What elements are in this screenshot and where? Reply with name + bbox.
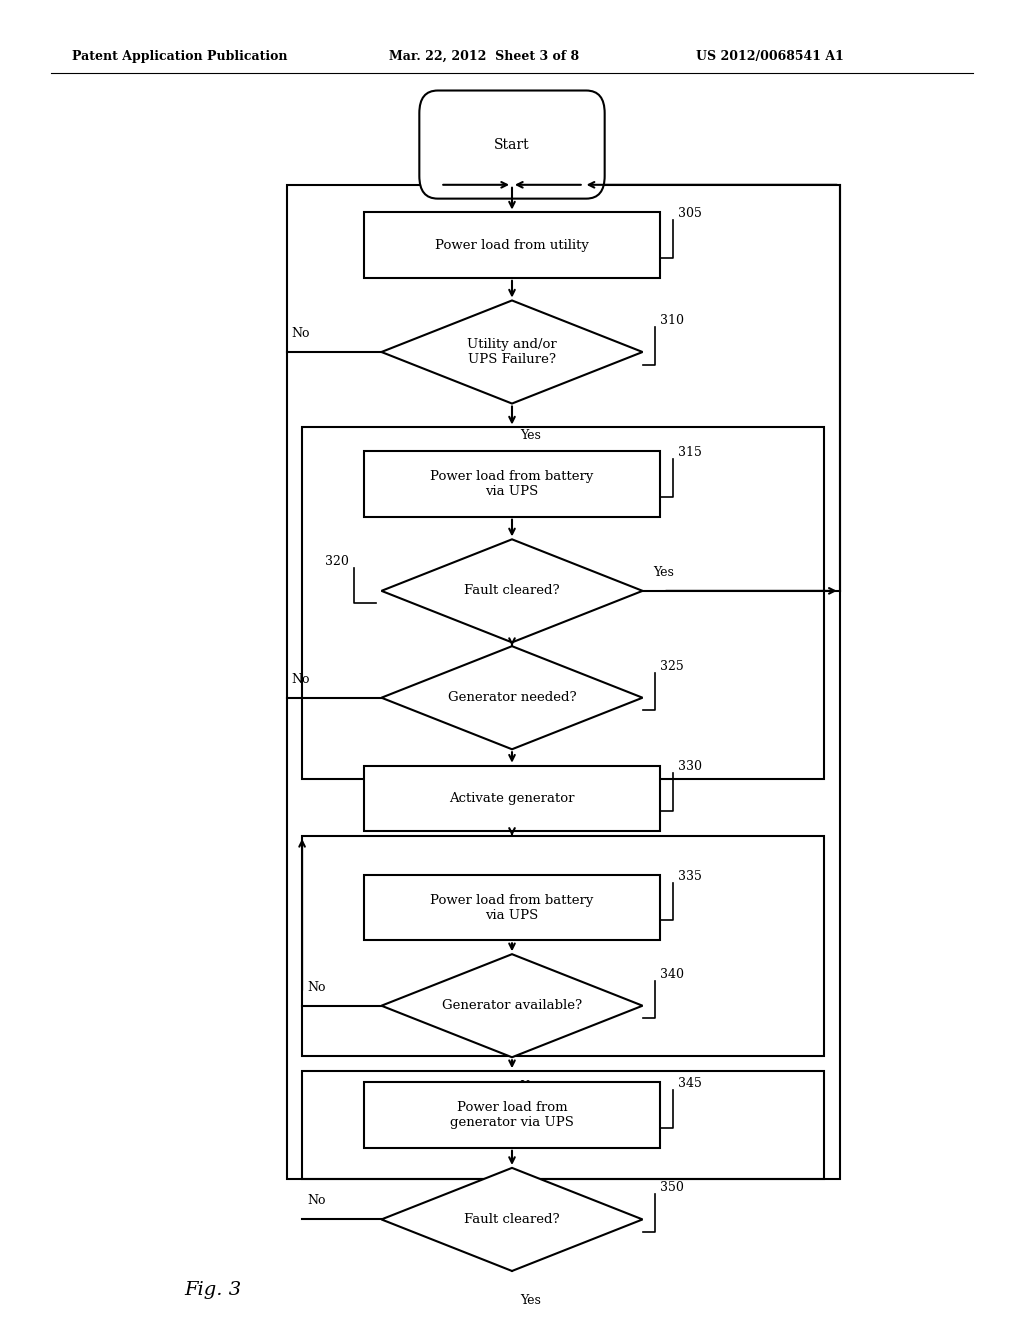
Text: Activate generator: Activate generator — [450, 792, 574, 805]
Text: Patent Application Publication: Patent Application Publication — [72, 50, 287, 63]
Text: Yes: Yes — [520, 772, 541, 785]
Bar — [364, 213, 660, 277]
Text: Start: Start — [495, 137, 529, 152]
Text: Fig. 3: Fig. 3 — [184, 1280, 242, 1299]
Text: No: No — [292, 327, 310, 341]
Bar — [364, 451, 660, 516]
Bar — [364, 1082, 660, 1148]
Text: Utility and/or
UPS Failure?: Utility and/or UPS Failure? — [467, 338, 557, 366]
Text: Yes: Yes — [520, 1080, 541, 1093]
Bar — [287, 185, 840, 1179]
Polygon shape — [381, 540, 643, 643]
Text: Power load from utility: Power load from utility — [435, 239, 589, 252]
Text: No: No — [307, 1195, 326, 1208]
FancyBboxPatch shape — [420, 91, 604, 198]
Text: Generator needed?: Generator needed? — [447, 692, 577, 704]
Text: US 2012/0068541 A1: US 2012/0068541 A1 — [696, 50, 844, 63]
Text: Mar. 22, 2012  Sheet 3 of 8: Mar. 22, 2012 Sheet 3 of 8 — [389, 50, 580, 63]
Polygon shape — [381, 954, 643, 1057]
Polygon shape — [381, 1168, 643, 1271]
Bar — [302, 836, 824, 1056]
Text: 345: 345 — [678, 1077, 701, 1090]
Text: 315: 315 — [678, 446, 701, 459]
Text: Yes: Yes — [520, 429, 541, 442]
Text: 325: 325 — [659, 660, 684, 673]
Polygon shape — [381, 301, 643, 404]
Text: No: No — [292, 673, 310, 685]
Bar — [302, 1071, 824, 1179]
Text: Fault cleared?: Fault cleared? — [464, 1213, 560, 1226]
Text: 305: 305 — [678, 207, 701, 220]
Bar — [302, 428, 824, 779]
Text: No: No — [520, 665, 539, 678]
Text: Power load from battery
via UPS: Power load from battery via UPS — [430, 470, 594, 498]
Text: 310: 310 — [659, 314, 684, 327]
Text: No: No — [307, 981, 326, 994]
Text: 335: 335 — [678, 870, 701, 883]
Text: 350: 350 — [659, 1181, 684, 1195]
Bar — [364, 766, 660, 832]
Text: Power load from battery
via UPS: Power load from battery via UPS — [430, 894, 594, 921]
Text: Generator available?: Generator available? — [442, 999, 582, 1012]
Text: Power load from
generator via UPS: Power load from generator via UPS — [451, 1101, 573, 1129]
Bar — [364, 875, 660, 940]
Text: 330: 330 — [678, 760, 701, 774]
Text: Yes: Yes — [653, 566, 674, 578]
Polygon shape — [381, 647, 643, 750]
Text: Yes: Yes — [520, 1294, 541, 1307]
Text: Fault cleared?: Fault cleared? — [464, 585, 560, 598]
Text: 340: 340 — [659, 968, 684, 981]
Text: 320: 320 — [325, 556, 348, 568]
